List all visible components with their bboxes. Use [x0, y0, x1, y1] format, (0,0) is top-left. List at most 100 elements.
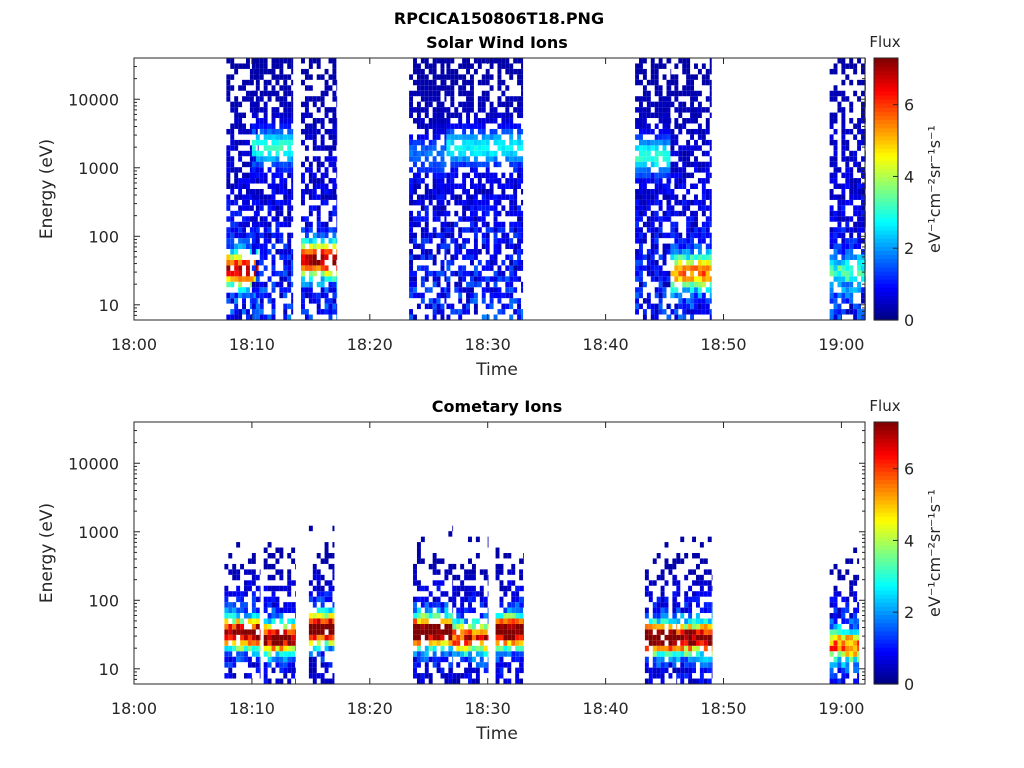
heatmap-cell — [509, 292, 514, 299]
heatmap-cell — [251, 580, 256, 586]
heatmap-cell — [509, 254, 514, 260]
heatmap-cell — [259, 74, 264, 80]
heatmap-cell — [432, 161, 437, 168]
heatmap-cell — [424, 134, 429, 140]
heatmap-cell — [416, 651, 421, 657]
heatmap-cell — [287, 118, 292, 124]
heatmap-cell — [312, 194, 317, 200]
colorbar-step — [874, 426, 898, 431]
heatmap-cell — [312, 629, 317, 635]
heatmap-cell — [676, 645, 681, 652]
colorbar-step — [874, 622, 898, 628]
heatmap-cell — [697, 287, 702, 293]
heatmap-cell — [424, 238, 429, 244]
heatmap-cell — [420, 145, 425, 151]
heatmap-cell — [837, 265, 842, 271]
heatmap-cell — [238, 194, 243, 200]
heatmap-cell — [485, 118, 490, 124]
heatmap-cell — [861, 270, 865, 277]
heatmap-cell — [709, 243, 712, 250]
heatmap-cell — [336, 172, 338, 179]
heatmap-cell — [454, 74, 459, 80]
heatmap-cell — [287, 591, 292, 597]
heatmap-cell — [336, 254, 338, 260]
heatmap-cell — [336, 134, 338, 140]
heatmap-cell — [251, 287, 256, 293]
colorbar-step — [874, 143, 898, 149]
heatmap-cell — [694, 287, 698, 293]
heatmap-cell — [283, 645, 288, 652]
heatmap-cell — [481, 96, 486, 102]
heatmap-cell — [505, 276, 510, 282]
heatmap-cell — [291, 249, 294, 255]
heatmap-cell — [416, 101, 421, 108]
heatmap-cell — [660, 602, 665, 608]
heatmap-cell — [509, 194, 514, 200]
heatmap-cell — [328, 634, 333, 641]
heatmap-cell — [230, 128, 235, 135]
heatmap-cell — [448, 634, 453, 641]
heatmap-cell — [861, 134, 865, 140]
heatmap-cell — [660, 569, 665, 575]
heatmap-cell — [861, 287, 865, 293]
heatmap-cell — [473, 205, 478, 211]
heatmap-cell — [635, 172, 640, 179]
heatmap-cell — [259, 254, 264, 260]
heatmap-cell — [267, 167, 272, 173]
heatmap-cell — [489, 63, 494, 69]
heatmap-cell — [428, 85, 433, 91]
heatmap-cell — [837, 662, 842, 668]
heatmap-cell — [275, 58, 280, 64]
heatmap-cell — [690, 172, 695, 179]
heatmap-cell — [324, 596, 329, 603]
heatmap-cell — [849, 645, 854, 652]
heatmap-cell — [493, 238, 498, 244]
heatmap-cell — [432, 145, 437, 151]
heatmap-cell — [275, 634, 280, 641]
heatmap-cell — [263, 79, 268, 86]
heatmap-cell — [703, 591, 708, 597]
heatmap-cell — [230, 292, 235, 299]
heatmap-cell — [263, 596, 268, 603]
heatmap-cell — [505, 303, 510, 310]
heatmap-cell — [517, 145, 522, 151]
heatmap-cell — [829, 259, 834, 266]
heatmap-cell — [230, 145, 235, 151]
heatmap-cell — [709, 112, 712, 119]
heatmap-cell — [320, 558, 325, 564]
heatmap-cell — [642, 238, 647, 244]
heatmap-cell — [468, 673, 472, 679]
heatmap-cell — [446, 112, 451, 119]
heatmap-cell — [656, 651, 661, 657]
heatmap-cell — [477, 139, 482, 146]
heatmap-cell — [234, 243, 239, 250]
heatmap-cell — [523, 618, 524, 624]
heatmap-cell — [635, 79, 640, 86]
heatmap-cell — [324, 645, 329, 652]
heatmap-cell — [320, 292, 325, 299]
heatmap-cell — [275, 662, 280, 668]
heatmap-cell — [709, 276, 712, 282]
heatmap-cell — [829, 232, 834, 239]
heatmap-cell — [833, 128, 838, 135]
heatmap-cell — [853, 243, 858, 250]
heatmap-cell — [460, 651, 465, 657]
heatmap-cell — [699, 542, 704, 548]
heatmap-cell — [242, 292, 246, 299]
heatmap-cell — [259, 232, 264, 239]
heatmap-cell — [462, 85, 467, 91]
heatmap-cell — [456, 673, 461, 679]
heatmap-cell — [682, 249, 687, 255]
heatmap-cell — [452, 651, 457, 657]
heatmap-cell — [448, 531, 453, 537]
heatmap-cell — [682, 281, 687, 288]
heatmap-cell — [279, 101, 284, 108]
heatmap-cell — [497, 221, 502, 228]
colorbar-step — [874, 516, 898, 521]
heatmap-cell — [481, 221, 486, 228]
heatmap-cell — [507, 602, 512, 608]
heatmap-cell — [473, 118, 478, 124]
heatmap-cell — [304, 145, 309, 151]
heatmap-cell — [849, 101, 854, 108]
heatmap-cell — [635, 118, 640, 124]
